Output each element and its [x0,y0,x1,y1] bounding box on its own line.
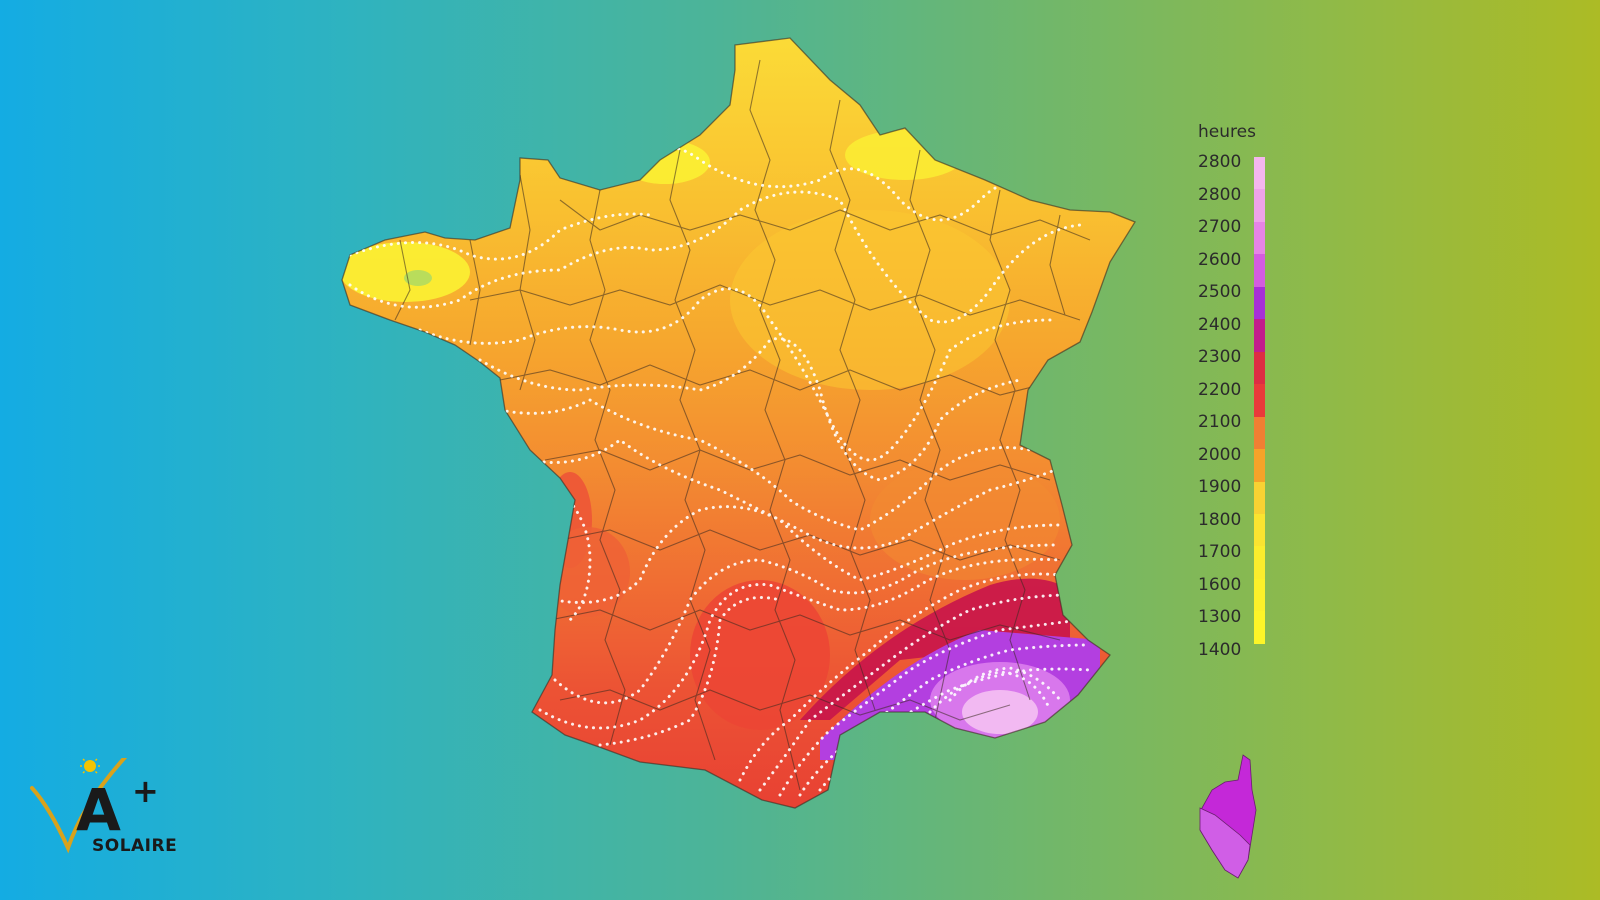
legend-tick-label: 2200 [1198,379,1242,400]
legend-tick-label: 1400 [1198,639,1242,660]
logo-a-letter: A [76,776,121,844]
legend-color-segment [1254,189,1265,222]
zone-toulouse-red [690,580,830,730]
zone-brittany-bright [342,242,470,302]
zone-north-bright [845,130,965,180]
legend-tick-label: 1900 [1198,477,1242,497]
legend-tick-label: 2500 [1198,282,1242,302]
legend-color-segment [1254,351,1265,385]
legend-tick-label: 2300 [1198,347,1242,367]
zone-landes-red [546,527,630,617]
legend-tick-label: 2800 [1198,184,1242,205]
logo-plus: + [132,772,159,810]
legend-title: heures [1198,122,1256,142]
department-borders [394,59,1091,791]
legend-tick-label: 1700 [1198,542,1242,562]
legend-color-segment [1254,578,1265,612]
zone-mediterranean-crimson [800,578,1070,720]
logo-subtitle: SOLAIRE [92,836,178,856]
zone-provence-pink [962,690,1038,734]
legend-color-segment [1254,513,1265,547]
legend-color-segment [1254,546,1265,579]
sun-rays-icon [80,758,100,774]
legend-color-segment [1254,221,1265,255]
legend-color-bar [1254,157,1265,644]
legend-tick-label: 2000 [1198,444,1242,465]
a-plus-solaire-logo: A + [30,758,159,854]
corsica-south [1199,807,1251,879]
legend-color-segment [1254,611,1265,644]
legend-tick-label: 1800 [1198,509,1242,530]
legend-color-segment [1254,254,1265,287]
legend-tick-label: 2400 [1198,314,1242,335]
legend-tick-label: 2800 [1198,152,1242,172]
legend-color-segment [1254,384,1265,417]
legend-tick-label: 2700 [1198,217,1242,237]
legend-color-segment [1254,286,1265,320]
legend-color-segment [1254,481,1265,514]
sun-icon [84,760,96,772]
legend-color-segment [1254,449,1265,482]
legend-tick-label: 2100 [1198,412,1242,432]
zone-brittany-green [404,270,432,286]
zone-rhone-orange [870,460,1060,580]
legend-color-segment [1254,416,1265,450]
legend-color-segment [1254,157,1265,190]
legend-tick-label: 2600 [1198,249,1242,270]
zone-north-coast-bright [620,140,710,184]
corsica [1199,754,1257,879]
checkmark-icon [30,758,128,854]
legend-tick-label: 1600 [1198,574,1242,595]
zone-center-yellow [730,210,1010,390]
legend-color-segment [1254,319,1265,352]
legend-tick-label: 1300 [1198,607,1242,627]
